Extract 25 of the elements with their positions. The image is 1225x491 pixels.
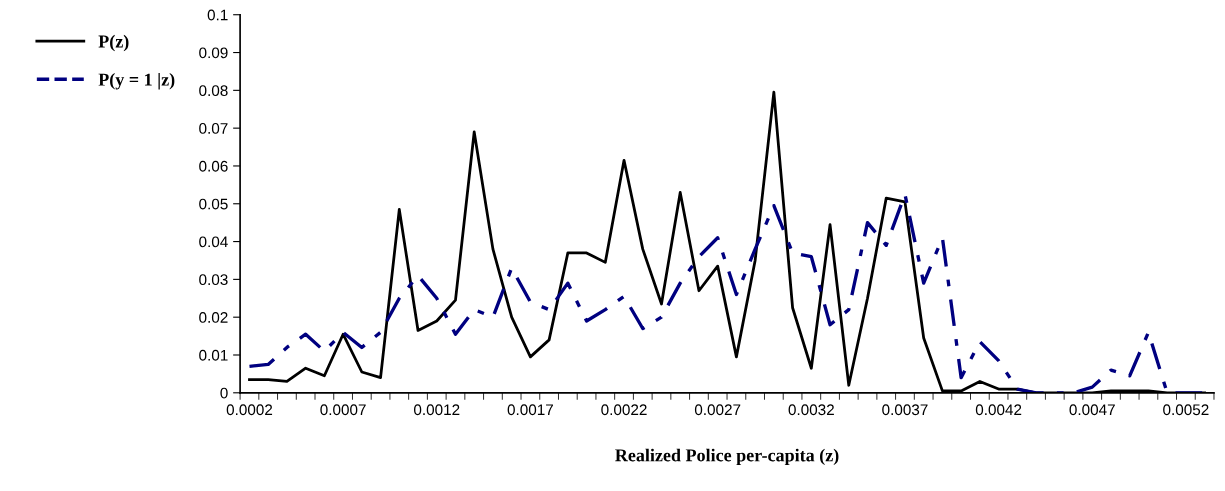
x-tick-label: 0.0052: [1163, 404, 1209, 416]
y-tick-label: 0.09: [199, 47, 228, 59]
x-tick-label: 0.0042: [975, 404, 1022, 416]
y-tick-label: 0.01: [199, 349, 228, 361]
y-tick-label: 0.05: [199, 198, 228, 210]
legend-label: P(z): [98, 34, 129, 52]
x-tick-label: 0.0037: [882, 404, 928, 416]
x-tick-label: 0.0002: [226, 404, 273, 416]
y-tick-label: 0.06: [199, 160, 228, 172]
x-tick-label: 0.0047: [1069, 404, 1115, 416]
x-tick-label: 0.0017: [507, 404, 553, 416]
y-tick-label: 0.04: [199, 236, 228, 248]
legend-label: P(y = 1 |z): [98, 73, 175, 90]
x-tick-label: 0.0027: [694, 404, 741, 416]
y-tick-label: 0.07: [199, 123, 228, 134]
x-tick-label: 0.0007: [320, 404, 366, 416]
y-tick-label: 0: [220, 387, 228, 399]
y-tick-label: 0.1: [207, 9, 228, 21]
x-tick-label: 0.0022: [601, 404, 647, 416]
y-tick-label: 0.03: [199, 274, 228, 286]
x-tick-label: 0.0012: [413, 404, 460, 416]
x-tick-label: 0.0032: [788, 404, 834, 416]
x-axis-title: Realized Police per-capita (z): [615, 448, 839, 466]
y-tick-label: 0.02: [199, 312, 228, 323]
y-tick-label: 0.08: [199, 85, 228, 97]
